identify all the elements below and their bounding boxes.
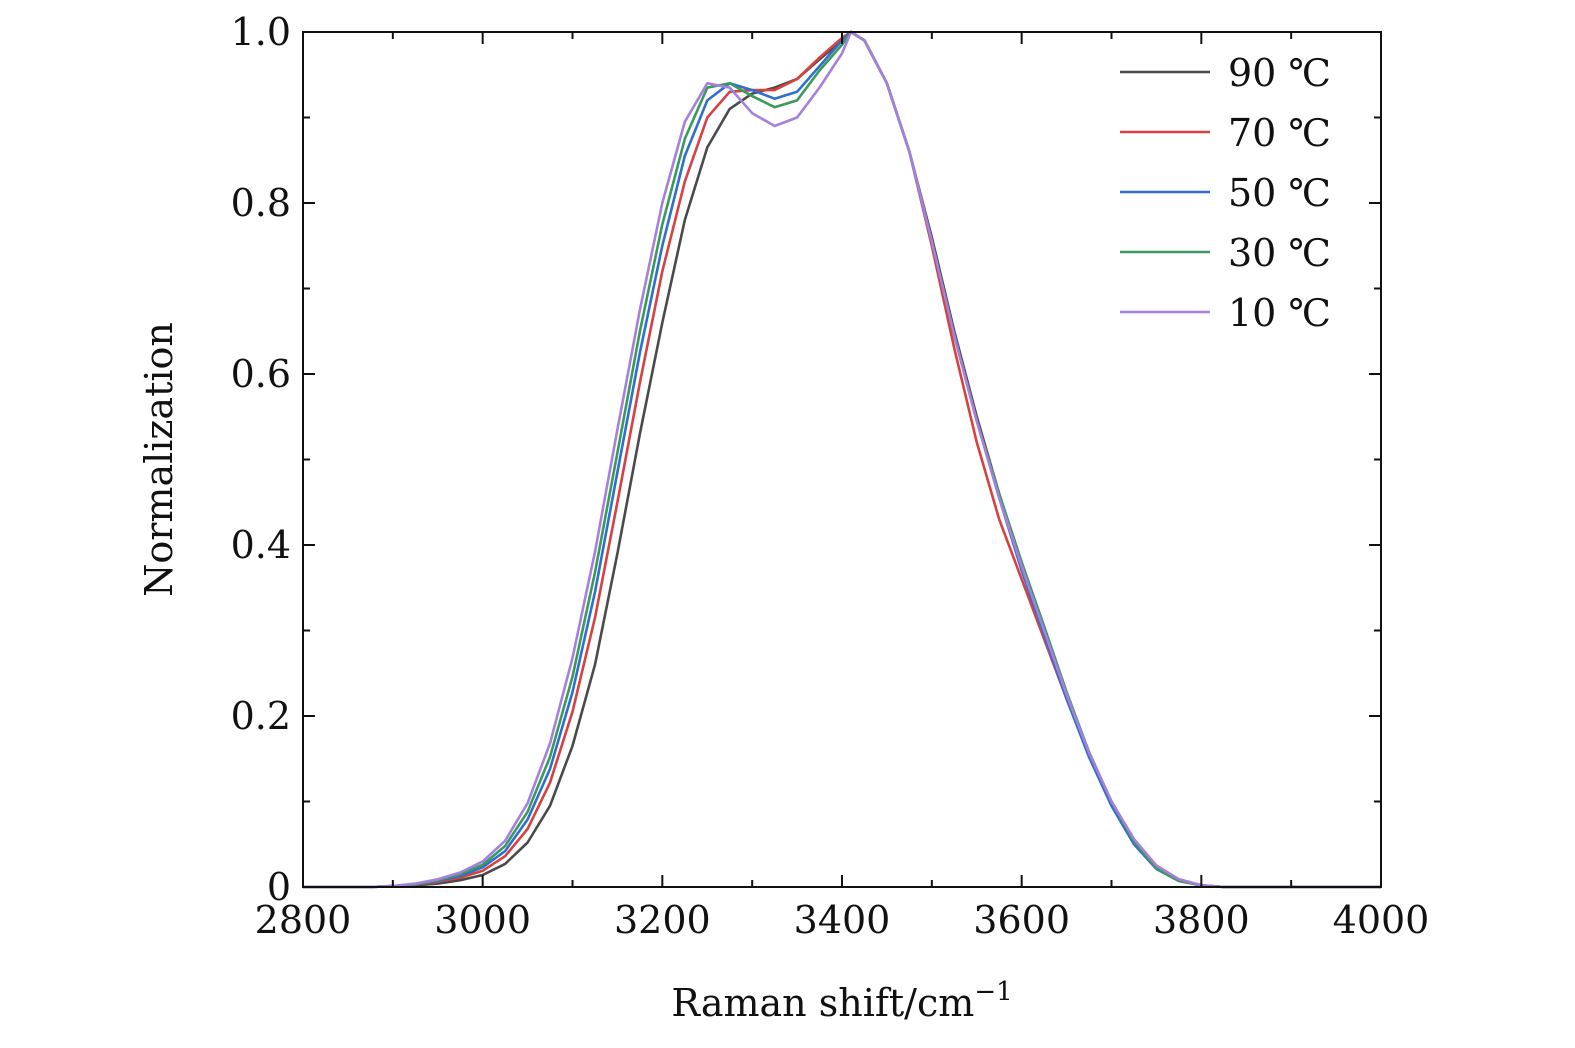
y-axis-ticks: 0 0.2 0.4 0.6 0.8 1.0 [231, 10, 1381, 909]
legend-label: 90 ℃ [1228, 51, 1331, 95]
x-tick-label: 3800 [1153, 898, 1250, 942]
y-tick-label: 1.0 [231, 10, 291, 54]
x-axis-ticks: 2800 3000 3200 3400 3600 3800 4000 [255, 32, 1430, 942]
y-tick-label: 0.8 [231, 181, 291, 225]
x-tick-label: 4000 [1333, 898, 1430, 942]
x-tick-label: 3600 [973, 898, 1070, 942]
legend-label: 70 ℃ [1228, 111, 1331, 155]
series-layer [303, 30, 1381, 889]
legend-label: 10 ℃ [1228, 291, 1331, 335]
x-tick-label: 3000 [434, 898, 531, 942]
legend: 90 ℃ 70 ℃ 50 ℃ 30 ℃ 10 ℃ [1120, 51, 1331, 335]
x-tick-label: 3200 [614, 898, 711, 942]
x-axis-title-superscript: −1 [974, 977, 1012, 1007]
legend-label: 50 ℃ [1228, 171, 1331, 215]
plot-frame [302, 31, 1382, 888]
series-line-5 [303, 30, 1381, 889]
y-tick-label: 0.6 [231, 352, 291, 396]
x-axis-title: Raman shift/cm−1 [671, 977, 1012, 1025]
series-line-4 [303, 30, 1381, 889]
series-line-2 [303, 30, 1381, 889]
y-tick-label: 0.2 [231, 694, 291, 738]
y-tick-label: 0.4 [231, 523, 291, 567]
series-line-1 [303, 30, 1381, 889]
y-axis-title: Normalization [137, 322, 181, 597]
series-line-3 [303, 30, 1381, 889]
x-tick-label: 3400 [794, 898, 891, 942]
legend-label: 30 ℃ [1228, 231, 1331, 275]
x-tick-label: 2800 [255, 898, 352, 942]
x-axis-title-text: Raman shift/cm [671, 981, 974, 1025]
y-tick-label: 0 [267, 865, 291, 909]
